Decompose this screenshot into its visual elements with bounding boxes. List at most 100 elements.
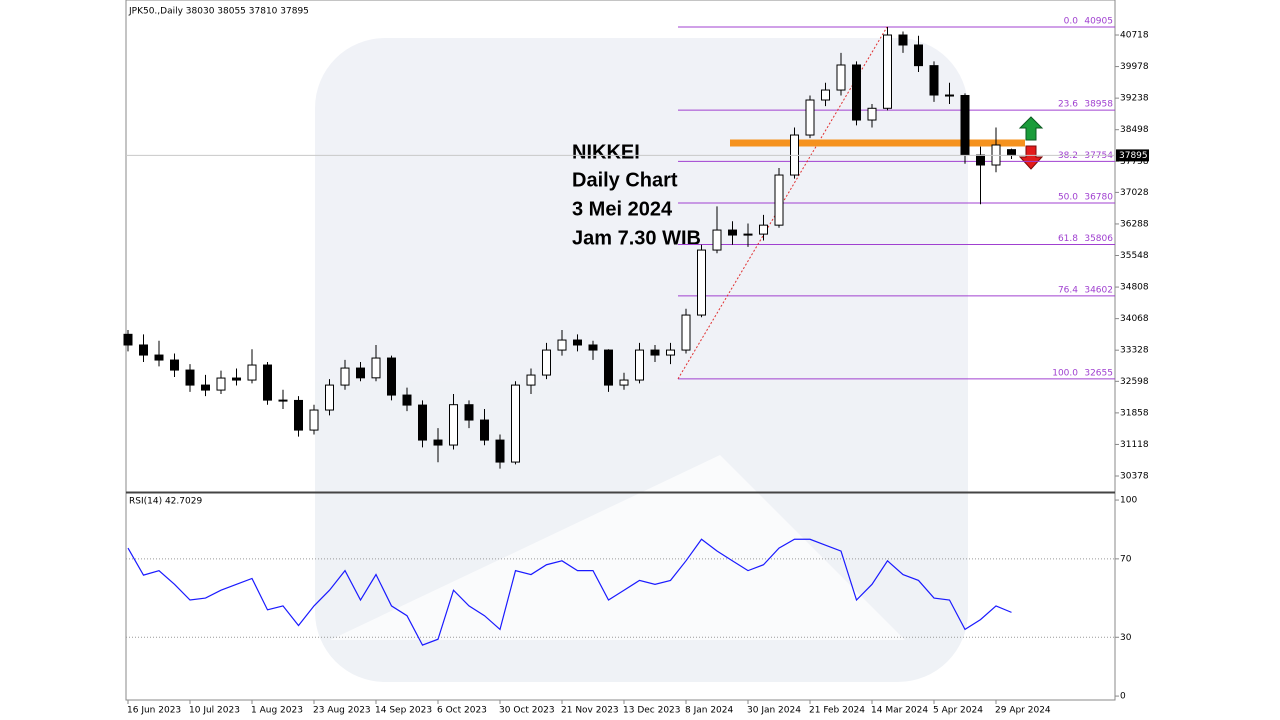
x-tick-label: 21 Nov 2023 [561,706,619,716]
current-price-label: 37895 [1119,151,1148,161]
fib-price: 38958 [1084,100,1113,110]
y-tick-label: 36288 [1120,219,1149,229]
x-tick-label: 23 Aug 2023 [313,706,371,716]
candle-body [836,64,846,91]
x-tick-label: 21 Feb 2024 [809,706,865,716]
candle-body [898,34,908,46]
x-tick-label: 14 Sep 2023 [375,706,432,716]
candle-body [325,384,334,411]
candle-body [232,377,241,381]
y-tick-label: 34068 [1120,314,1149,324]
candle-body [387,357,396,396]
down-arrow [1018,145,1044,170]
candle-body [371,357,381,379]
y-tick-label: 31118 [1120,440,1149,450]
candle-body [309,409,319,431]
x-tick-label: 10 Jul 2023 [189,706,240,716]
y-tick-label: 100 [1120,496,1137,506]
candle-body [356,367,365,379]
candle-body [170,359,179,371]
watermark-shape [330,455,905,640]
y-tick-label: 70 [1120,554,1132,564]
y-tick-label: 31858 [1120,408,1149,418]
candle-body [650,349,660,356]
candle-body [433,439,443,446]
current-price-box [1116,149,1149,162]
annotation: 3 Mei 2024 [572,198,673,220]
candle-body [278,399,288,402]
candle-body [945,94,954,97]
fib-ratio: 38.2 [1058,151,1078,161]
up-arrow [1018,116,1044,141]
x-tick-label: 16 Jun 2023 [127,706,181,716]
fib-ratio: 50.0 [1058,192,1078,202]
candle-body [852,64,861,121]
x-tick-label: 1 Aug 2023 [251,706,303,716]
symbol-header: JPK50.,Daily 38030 38055 37810 37895 [128,7,309,17]
candle-body [557,339,567,351]
fib-price: 34602 [1084,285,1113,295]
candle-body [976,154,985,166]
candle-body [511,384,520,463]
fib-ratio: 76.4 [1058,285,1078,295]
fib-ratio: 0.0 [1064,17,1079,27]
y-tick-label: 32598 [1120,377,1149,387]
candle-body [1007,149,1016,156]
y-tick-label: 40718 [1120,31,1149,41]
candle-body [526,374,536,386]
fib-price: 32655 [1084,368,1113,378]
x-tick-label: 29 Apr 2024 [995,706,1051,716]
annotation: NIKKEI [572,141,640,163]
candle-body [867,107,877,121]
y-tick-label: 39238 [1120,94,1149,104]
candle-body [247,364,257,381]
candle-body [139,344,148,356]
candle-body [666,349,675,356]
fib-price: 35806 [1084,234,1113,244]
candle-body [759,224,768,235]
candle-body [294,399,303,431]
candle-body [216,377,226,391]
candle-body [619,379,629,386]
candle-body [774,174,784,226]
candle-body [573,339,582,346]
fib-price: 40905 [1084,17,1113,27]
candle-body [805,99,815,136]
candle-body [728,229,737,236]
x-tick-label: 6 Oct 2023 [437,706,487,716]
candle-body [402,394,412,406]
y-tick-label: 30 [1120,633,1132,643]
y-tick-label: 30378 [1120,472,1149,482]
fib-ratio: 23.6 [1058,100,1078,110]
x-tick-label: 8 Jan 2024 [685,706,733,716]
annotation: Daily Chart [572,169,678,191]
y-tick-label: 33328 [1120,346,1149,356]
candle-body [960,94,970,156]
candle-body [604,349,613,386]
candle-body [914,44,923,67]
candle-body [883,34,892,109]
candle-body [929,65,939,96]
fib-ratio: 100.0 [1052,368,1078,378]
y-tick-label: 35548 [1120,251,1149,261]
candle-body [464,404,474,421]
y-tick-label: 34808 [1120,283,1149,293]
candle-body [480,419,489,441]
annotation: Jam 7.30 WIB [572,227,701,249]
fib-ratio: 61.8 [1058,234,1078,244]
y-tick-label: 38498 [1120,125,1149,135]
candle-body [495,439,505,463]
candle-body [154,354,164,361]
candle-body [697,249,706,316]
y-tick-label: 39978 [1120,62,1149,72]
x-tick-label: 30 Oct 2023 [499,706,555,716]
candle-body [681,314,691,351]
fib-price: 36780 [1084,192,1113,202]
candle-body [588,344,598,351]
candle-body [635,349,644,381]
candle-body [449,404,458,446]
x-tick-label: 30 Jan 2024 [747,706,801,716]
rsi-line [127,538,1012,646]
fib-price: 37754 [1084,151,1113,161]
